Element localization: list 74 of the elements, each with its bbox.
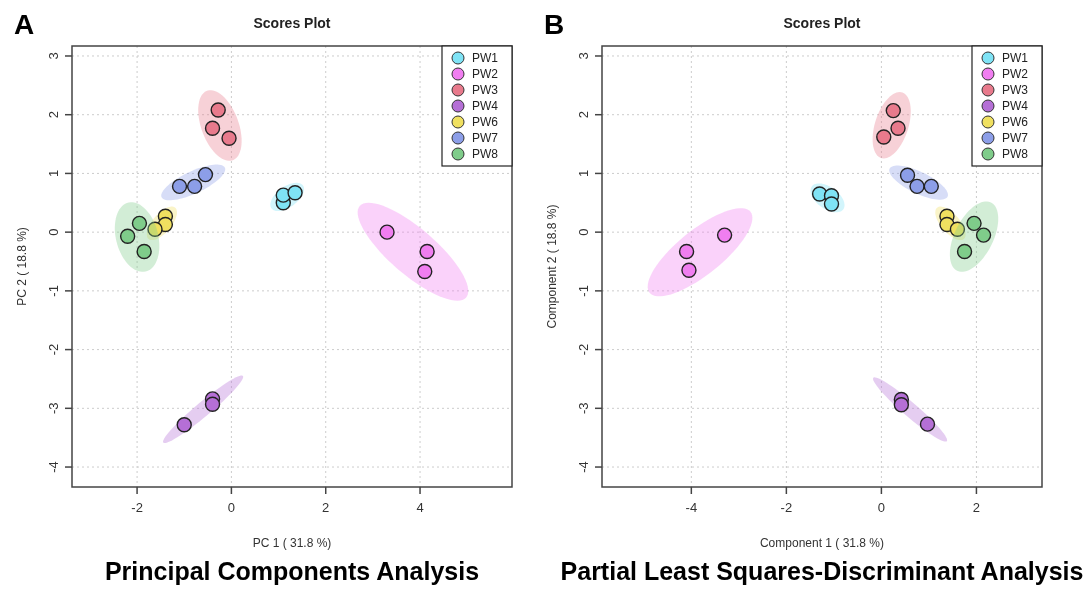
text: B bbox=[544, 9, 565, 40]
y-tick-label: -1 bbox=[576, 285, 591, 297]
legend-label: PW3 bbox=[472, 83, 499, 97]
x-tick-label: 2 bbox=[322, 500, 330, 515]
legend-label: PW7 bbox=[472, 131, 499, 145]
y-tick-label: 3 bbox=[46, 52, 61, 60]
point bbox=[919, 416, 936, 432]
y-axis-title: PC 2 ( 18.8 %) bbox=[15, 227, 29, 306]
text: A bbox=[14, 9, 35, 40]
point bbox=[419, 243, 435, 260]
y-tick-label: -1 bbox=[46, 285, 61, 297]
y-tick-label: 1 bbox=[576, 169, 591, 178]
x-tick-label: 2 bbox=[972, 500, 981, 515]
y-tick-label: -3 bbox=[576, 402, 591, 415]
legend-label: PW6 bbox=[1002, 115, 1029, 129]
point bbox=[136, 243, 152, 260]
y-tick-label: 2 bbox=[46, 111, 61, 119]
point bbox=[197, 166, 214, 183]
point bbox=[890, 120, 906, 136]
x-tick-label: -2 bbox=[131, 500, 143, 515]
point bbox=[899, 167, 916, 183]
x-tick-label: -4 bbox=[685, 500, 698, 515]
y-tick-label: -4 bbox=[46, 461, 61, 473]
point bbox=[221, 130, 237, 146]
point bbox=[893, 397, 910, 413]
y-tick-label: -2 bbox=[46, 343, 61, 356]
point bbox=[885, 102, 901, 119]
legend-label: PW4 bbox=[472, 99, 499, 113]
legend-label: PW2 bbox=[472, 67, 499, 81]
point bbox=[876, 129, 892, 145]
y-tick-label: 1 bbox=[46, 169, 61, 178]
x-tick-label: 4 bbox=[416, 500, 424, 515]
point bbox=[681, 262, 697, 278]
point bbox=[204, 120, 221, 136]
point bbox=[956, 243, 973, 260]
chart-title: Scores Plot bbox=[253, 15, 331, 31]
legend-label: PW1 bbox=[472, 51, 499, 65]
x-axis-title: PC 1 ( 31.8 %) bbox=[252, 536, 332, 550]
y-axis-title: Component 2 ( 18.8 %) bbox=[545, 204, 559, 329]
y-tick-label: -3 bbox=[46, 402, 61, 415]
x-tick-label: 0 bbox=[227, 500, 236, 515]
chart-title: Scores Plot bbox=[783, 15, 861, 31]
x-axis-title: Component 1 ( 31.8 %) bbox=[759, 536, 885, 550]
legend-label: PW8 bbox=[472, 147, 499, 161]
point bbox=[171, 178, 188, 195]
x-tick-label: 0 bbox=[877, 500, 886, 515]
point bbox=[204, 396, 221, 412]
y-tick-label: -2 bbox=[576, 343, 591, 356]
point bbox=[119, 228, 136, 244]
legend-label: PW3 bbox=[1002, 83, 1029, 97]
y-tick-label: 2 bbox=[576, 111, 591, 119]
x-tick-label: -2 bbox=[780, 500, 793, 515]
y-tick-label: 3 bbox=[576, 52, 591, 60]
text: Partial Least Squares-Discriminant Analysis bbox=[560, 557, 1083, 585]
y-tick-label: 0 bbox=[46, 228, 61, 236]
legend-label: PW7 bbox=[1002, 131, 1029, 145]
point bbox=[678, 243, 695, 260]
text: Principal Components Analysis bbox=[104, 557, 480, 585]
legend-label: PW2 bbox=[1002, 67, 1029, 81]
point bbox=[379, 224, 395, 240]
point bbox=[131, 215, 148, 232]
legend-label: PW4 bbox=[1002, 99, 1029, 113]
point bbox=[176, 417, 192, 433]
point bbox=[210, 102, 226, 118]
y-tick-label: 0 bbox=[576, 228, 591, 236]
point bbox=[923, 178, 939, 195]
point bbox=[966, 215, 982, 232]
point bbox=[975, 227, 992, 243]
legend-label: PW6 bbox=[472, 115, 499, 129]
point bbox=[716, 227, 733, 243]
legend-label: PW8 bbox=[1002, 147, 1029, 161]
point bbox=[417, 263, 433, 280]
y-tick-label: -4 bbox=[576, 461, 591, 473]
legend-label: PW1 bbox=[1002, 51, 1029, 65]
